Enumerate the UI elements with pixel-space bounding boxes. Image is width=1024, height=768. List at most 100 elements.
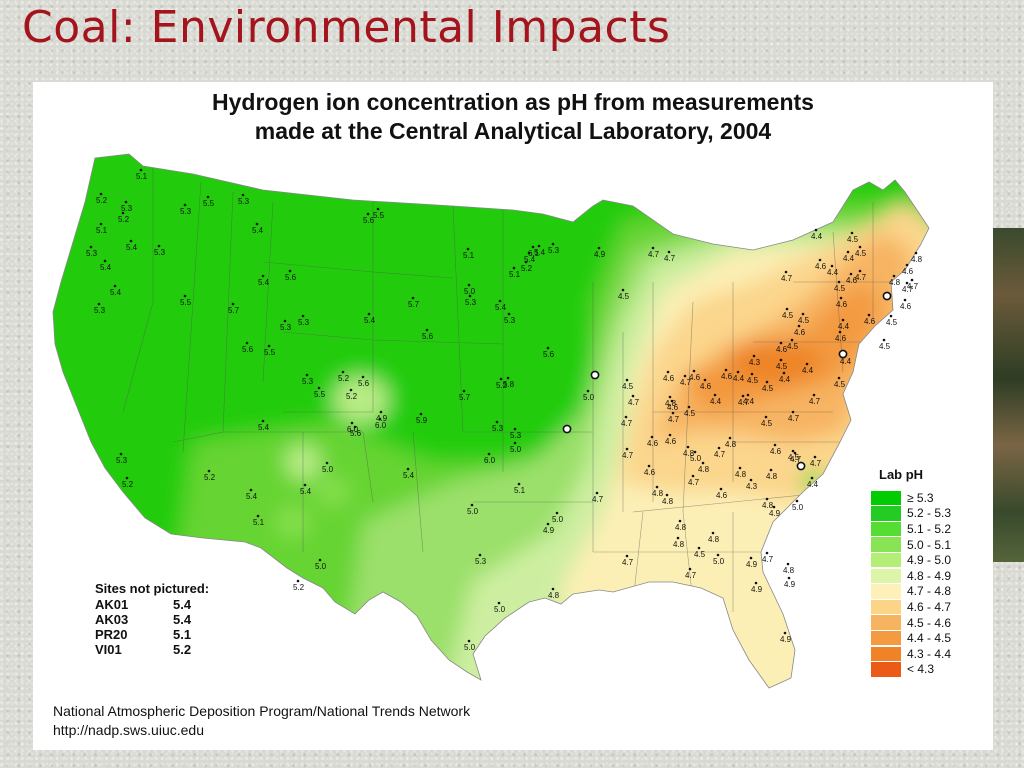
legend-entry: 5.1 - 5.2 xyxy=(871,521,981,537)
site-dot xyxy=(724,368,728,372)
site-dot xyxy=(467,639,471,643)
site-dot xyxy=(686,445,690,449)
site-dot xyxy=(625,378,629,382)
legend-entry: < 4.3 xyxy=(871,662,981,678)
site-dot xyxy=(713,393,717,397)
site-ph-value: 4.4 xyxy=(840,357,852,366)
site-dot xyxy=(245,341,249,345)
site-dot xyxy=(498,299,502,303)
site-dot xyxy=(837,280,841,284)
site-ph-value: 4.7 xyxy=(790,455,802,464)
site-ph-value: 4.7 xyxy=(622,558,634,567)
site-ph-value: 4.9 xyxy=(780,635,792,644)
site-dot xyxy=(470,503,474,507)
site-dot xyxy=(728,436,732,440)
state-borders xyxy=(122,154,893,612)
site-dot xyxy=(301,314,305,318)
legend-label: 5.0 - 5.1 xyxy=(907,537,952,552)
site-ph-value: 4.7 xyxy=(648,250,660,259)
site-ph-value: 4.5 xyxy=(847,235,859,244)
site-ph-value: 5.3 xyxy=(280,323,292,332)
site-dot xyxy=(296,579,300,583)
site-markers: 5.15.25.35.15.25.35.5 5.35.45.35.45.45.35… xyxy=(86,168,923,652)
legend-label: 4.3 - 4.4 xyxy=(907,646,952,661)
site-dot xyxy=(667,250,671,254)
site-ph-value: 5.6 xyxy=(422,332,434,341)
site-dot xyxy=(910,278,914,282)
site-ph-value: 5.6 xyxy=(363,216,375,225)
site-dot xyxy=(341,370,345,374)
site-dot xyxy=(787,576,791,580)
legend-swatch xyxy=(871,506,901,521)
site-ph-value: 4.9 xyxy=(769,509,781,518)
site-dot xyxy=(741,394,745,398)
site-ph-value: 5.2 xyxy=(338,374,350,383)
site-dot xyxy=(318,558,322,562)
ph-map-figure: Hydrogen ion concentration as pH from me… xyxy=(33,82,993,750)
site-dot xyxy=(746,393,750,397)
site-ph-value: 5.3 xyxy=(238,197,250,206)
site-ph-value: 5.1 xyxy=(136,172,148,181)
site-dot xyxy=(546,522,550,526)
site-ph-value: 5.2 xyxy=(293,583,305,592)
site-ph-value: 4.6 xyxy=(663,374,675,383)
site-ph-value: 5.4 xyxy=(524,255,536,264)
site-dot xyxy=(779,341,783,345)
site-ph-value: 4.6 xyxy=(689,373,701,382)
site-dot xyxy=(305,373,309,377)
site-not-pictured-row: AK03 5.4 xyxy=(95,612,265,627)
site-dot xyxy=(810,476,814,480)
site-ph-value: 4.6 xyxy=(770,447,782,456)
site-dot xyxy=(717,446,721,450)
site-dot xyxy=(261,419,265,423)
site-ph-value: 5.4 xyxy=(100,263,112,272)
site-ph-value: 5.3 xyxy=(94,306,106,315)
site-dot xyxy=(697,546,701,550)
site-ph-value: 4.4 xyxy=(802,366,814,375)
site-dot xyxy=(764,415,768,419)
legend-swatch xyxy=(871,537,901,552)
legend-swatch xyxy=(871,662,901,677)
site-ph-value: 4.8 xyxy=(683,449,695,458)
map-title-line-1: Hydrogen ion concentration as pH from me… xyxy=(212,89,814,115)
site-ph-value: 5.4 xyxy=(258,278,270,287)
site-dot xyxy=(805,362,809,366)
site-ph-value: 6.0 xyxy=(484,456,496,465)
site-dot xyxy=(818,258,822,262)
site-dot xyxy=(749,478,753,482)
site-dot xyxy=(801,312,805,316)
site-dot xyxy=(507,312,511,316)
site-dot xyxy=(688,567,692,571)
site-dot xyxy=(586,389,590,393)
site-ph-value: 5.3 xyxy=(180,207,192,216)
site-dot xyxy=(812,393,816,397)
site-value: 5.2 xyxy=(173,642,192,657)
site-dot xyxy=(325,461,329,465)
site-ph-value: 4.8 xyxy=(675,523,687,532)
site-dot xyxy=(668,395,672,399)
site-ph-value: 5.0 xyxy=(552,515,564,524)
site-ph-value: 5.0 xyxy=(792,503,804,512)
site-ph-value: 4.7 xyxy=(902,285,914,294)
site-dot xyxy=(882,338,886,342)
site-dot xyxy=(691,474,695,478)
site-dot xyxy=(655,485,659,489)
site-ph-value: 4.7 xyxy=(810,459,822,468)
legend-label: 4.9 - 5.0 xyxy=(907,553,952,568)
legend-entry: 4.4 - 4.5 xyxy=(871,630,981,646)
site-ph-value: 5.4 xyxy=(403,471,415,480)
site-dot xyxy=(858,269,862,273)
site-ph-value: 4.5 xyxy=(694,550,706,559)
open-circle-sites xyxy=(562,291,892,471)
site-dot xyxy=(783,631,787,635)
open-site-marker xyxy=(882,291,892,301)
site-dot xyxy=(349,388,353,392)
site-dot xyxy=(546,346,550,350)
site-ph-value: 5.2 xyxy=(496,381,508,390)
site-ph-value: 5.0 xyxy=(315,562,327,571)
site-ph-value: 5.3 xyxy=(465,298,477,307)
legend-swatch xyxy=(871,584,901,599)
site-dot xyxy=(786,562,790,566)
site-dot xyxy=(487,452,491,456)
site-ph-value: 5.6 xyxy=(285,273,297,282)
